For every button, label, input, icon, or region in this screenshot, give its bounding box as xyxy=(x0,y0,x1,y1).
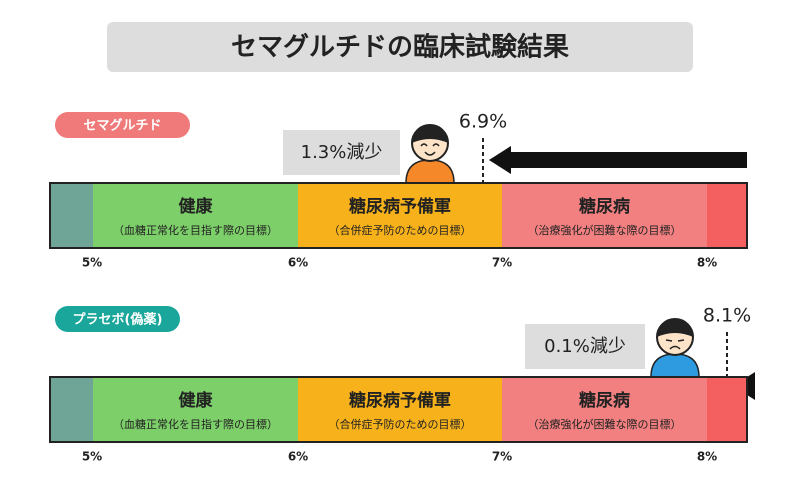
mouth xyxy=(669,345,681,350)
reduction-text: 1.3%減少 xyxy=(301,142,383,163)
eye xyxy=(665,339,685,342)
tick-label: 7% xyxy=(492,256,512,270)
person-body xyxy=(650,353,700,378)
zone-note: （血糖正常化を目指す際の目標） xyxy=(113,417,278,431)
bar-border xyxy=(49,376,748,443)
mouth xyxy=(424,151,436,156)
eye xyxy=(420,143,440,147)
zone-note: （治療強化が困難な際の目標） xyxy=(528,223,682,237)
tick-label: 7% xyxy=(492,450,512,464)
arrow-head xyxy=(489,146,511,174)
zone-note: （合併症予防のための目標） xyxy=(329,417,472,431)
zone-segment xyxy=(707,183,747,248)
reduction-box xyxy=(525,324,645,369)
tick-label: 8% xyxy=(697,256,717,270)
bar-border xyxy=(49,182,748,249)
value-label: 6.9% xyxy=(459,111,507,133)
panel-label: プラセボ(偽薬) xyxy=(73,312,163,328)
zone-segment xyxy=(298,377,502,442)
arrow-shaft xyxy=(511,152,747,168)
zone-segment xyxy=(707,377,747,442)
person-body xyxy=(405,159,455,184)
tick-label: 6% xyxy=(288,450,308,464)
reduction-text: 0.1%減少 xyxy=(544,336,626,357)
title: セマグルチドの臨床試験結果 xyxy=(231,32,569,63)
tick-label: 5% xyxy=(82,256,102,270)
zone-segment xyxy=(298,183,502,248)
zone-name: 糖尿病 xyxy=(579,196,630,217)
zone-segment xyxy=(93,377,298,442)
panel-label: セマグルチド xyxy=(83,118,161,134)
zone-name: 健康 xyxy=(179,390,214,411)
tick-label: 8% xyxy=(697,450,717,464)
zone-note: （合併症予防のための目標） xyxy=(329,223,472,237)
reduction-box xyxy=(283,130,400,175)
panel-label-pill xyxy=(55,112,190,138)
zone-name: 糖尿病予備軍 xyxy=(349,390,451,411)
zone-segment xyxy=(502,377,707,442)
panel-label-pill xyxy=(55,306,180,332)
person-hair xyxy=(657,319,693,337)
zone-segment xyxy=(50,377,93,442)
title-box xyxy=(107,22,693,72)
zone-segment xyxy=(93,183,298,248)
tick-label: 6% xyxy=(288,256,308,270)
zone-name: 糖尿病予備軍 xyxy=(349,196,451,217)
value-label: 8.1% xyxy=(703,305,751,327)
person-hair xyxy=(412,125,448,143)
zone-note: （治療強化が困難な際の目標） xyxy=(528,417,682,431)
zone-name: 健康 xyxy=(179,196,214,217)
zone-segment xyxy=(50,183,93,248)
zone-note: （血糖正常化を目指す際の目標） xyxy=(113,223,278,237)
zone-segment xyxy=(502,183,707,248)
zone-name: 糖尿病 xyxy=(579,390,630,411)
tick-label: 5% xyxy=(82,450,102,464)
